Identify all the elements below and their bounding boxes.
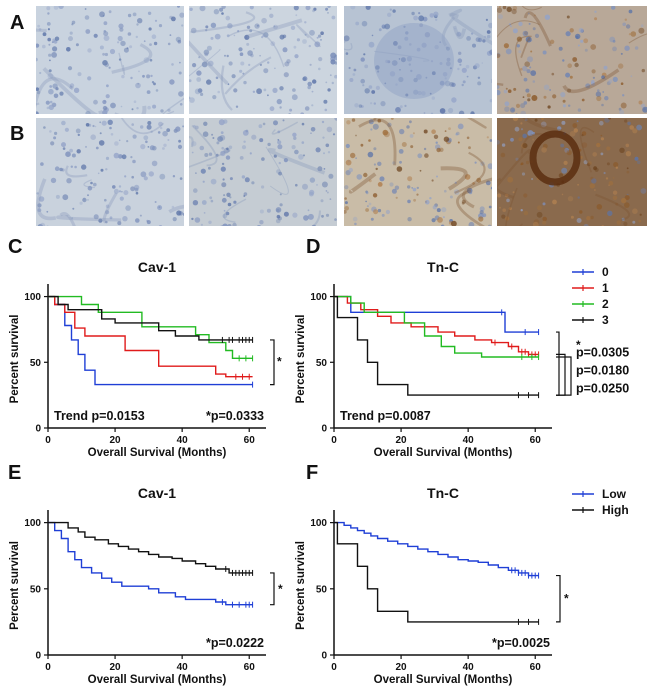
y-tick-label: 0 bbox=[321, 424, 327, 435]
y-tick-label: 0 bbox=[321, 651, 327, 662]
x-tick-label: 20 bbox=[110, 662, 122, 673]
series-line-3 bbox=[334, 295, 539, 396]
x-tick-label: 40 bbox=[177, 435, 189, 446]
chart-title: Cav-1 bbox=[138, 485, 176, 501]
pairwise-p-value: p=0.0180 bbox=[576, 363, 629, 377]
x-axis-label: Overall Survival (Months) bbox=[88, 674, 227, 686]
panel-label-b: B bbox=[10, 123, 25, 145]
significance-bracket bbox=[270, 339, 275, 386]
significance-star: * bbox=[278, 582, 283, 596]
x-tick-label: 0 bbox=[45, 662, 51, 673]
x-tick-label: 20 bbox=[110, 435, 122, 446]
x-tick-label: 60 bbox=[530, 662, 542, 673]
chart-title: Cav-1 bbox=[138, 259, 176, 275]
y-tick-label: 50 bbox=[316, 584, 328, 595]
significance-star: * bbox=[576, 338, 581, 352]
significance-bracket bbox=[556, 353, 566, 396]
panel-label-f: F bbox=[306, 462, 319, 484]
y-tick-label: 50 bbox=[30, 584, 42, 595]
chart-e: Cav-1 0 20 40 60 0 50 100 Overall Survival (Mont… bbox=[9, 485, 283, 686]
x-axis-label: Overall Survival (Months) bbox=[374, 447, 513, 459]
trend-p-value: Trend p=0.0087 bbox=[340, 409, 431, 423]
significance-bracket bbox=[556, 356, 572, 396]
legend-label: 1 bbox=[602, 281, 609, 295]
x-tick-label: 60 bbox=[244, 435, 256, 446]
p-value: *p=0.0333 bbox=[206, 409, 264, 423]
x-tick-label: 20 bbox=[396, 662, 408, 673]
y-tick-label: 100 bbox=[310, 292, 327, 303]
micrograph-b2 bbox=[189, 118, 337, 226]
y-tick-label: 100 bbox=[310, 518, 327, 529]
x-tick-label: 40 bbox=[463, 662, 475, 673]
legend-label: 0 bbox=[602, 265, 609, 279]
chart-title: Tn-C bbox=[427, 485, 459, 501]
micrograph-a3 bbox=[344, 6, 492, 114]
series-line-low bbox=[334, 521, 539, 577]
series-line-2 bbox=[334, 295, 539, 358]
chart-title: Tn-C bbox=[427, 259, 459, 275]
y-axis-label: Percent survival bbox=[9, 541, 21, 630]
y-tick-label: 100 bbox=[24, 518, 41, 529]
legend-groups: 0 1 2 3 bbox=[572, 265, 609, 327]
series-line-1 bbox=[48, 295, 253, 378]
y-tick-label: 50 bbox=[30, 358, 42, 369]
significance-bracket bbox=[556, 331, 560, 396]
y-axis-label: Percent survival bbox=[295, 315, 307, 404]
micrograph-a2 bbox=[189, 6, 337, 114]
p-value: *p=0.0025 bbox=[492, 636, 550, 650]
panel-label-e: E bbox=[8, 462, 22, 484]
x-tick-label: 0 bbox=[331, 435, 337, 446]
series-line-3 bbox=[48, 295, 253, 341]
p-value: *p=0.0222 bbox=[206, 636, 264, 650]
y-tick-label: 100 bbox=[24, 292, 41, 303]
y-tick-label: 0 bbox=[35, 651, 41, 662]
y-axis-label: Percent survival bbox=[295, 541, 307, 630]
series-line-high bbox=[334, 521, 539, 623]
panel-label-a: A bbox=[10, 12, 25, 34]
x-tick-label: 60 bbox=[244, 662, 256, 673]
chart-f: Tn-C 0 20 40 60 0 50 100 Overall Survival (Month… bbox=[295, 485, 569, 686]
x-axis-label: Overall Survival (Months) bbox=[374, 674, 513, 686]
x-tick-label: 0 bbox=[331, 662, 337, 673]
x-tick-label: 0 bbox=[45, 435, 51, 446]
y-axis-label: Percent survival bbox=[9, 315, 21, 404]
legend-label: Low bbox=[602, 487, 627, 501]
pairwise-p-value: p=0.0250 bbox=[576, 381, 629, 395]
micrograph-b1 bbox=[36, 118, 184, 226]
y-tick-label: 0 bbox=[35, 424, 41, 435]
legend-low-high: Low High bbox=[572, 487, 629, 517]
x-tick-label: 40 bbox=[463, 435, 475, 446]
micrograph-a4 bbox=[497, 6, 647, 114]
significance-star: * bbox=[277, 354, 282, 368]
x-tick-label: 20 bbox=[396, 435, 408, 446]
micrograph-b4 bbox=[497, 118, 647, 226]
trend-p-value: Trend p=0.0153 bbox=[54, 409, 145, 423]
panel-label-d: D bbox=[306, 236, 321, 258]
series-line-low bbox=[48, 521, 253, 606]
pairwise-p-value: p=0.0305 bbox=[576, 345, 629, 359]
panel-label-c: C bbox=[8, 236, 23, 258]
series-line-2 bbox=[48, 295, 253, 359]
x-tick-label: 40 bbox=[177, 662, 189, 673]
legend-label: 2 bbox=[602, 297, 609, 311]
significance-bracket bbox=[556, 574, 561, 623]
significance-bracket bbox=[270, 572, 275, 606]
chart-c: Cav-1 0 20 40 60 0 50 100 Overall Survival (Mont… bbox=[9, 259, 282, 459]
y-tick-label: 50 bbox=[316, 358, 328, 369]
x-axis-label: Overall Survival (Months) bbox=[88, 447, 227, 459]
micrograph-b3 bbox=[344, 118, 492, 226]
legend-label: High bbox=[602, 503, 629, 517]
significance-star: * bbox=[564, 592, 569, 606]
x-tick-label: 60 bbox=[530, 435, 542, 446]
micrograph-a1 bbox=[36, 6, 184, 114]
legend-label: 3 bbox=[602, 313, 609, 327]
series-line-high bbox=[48, 521, 253, 574]
